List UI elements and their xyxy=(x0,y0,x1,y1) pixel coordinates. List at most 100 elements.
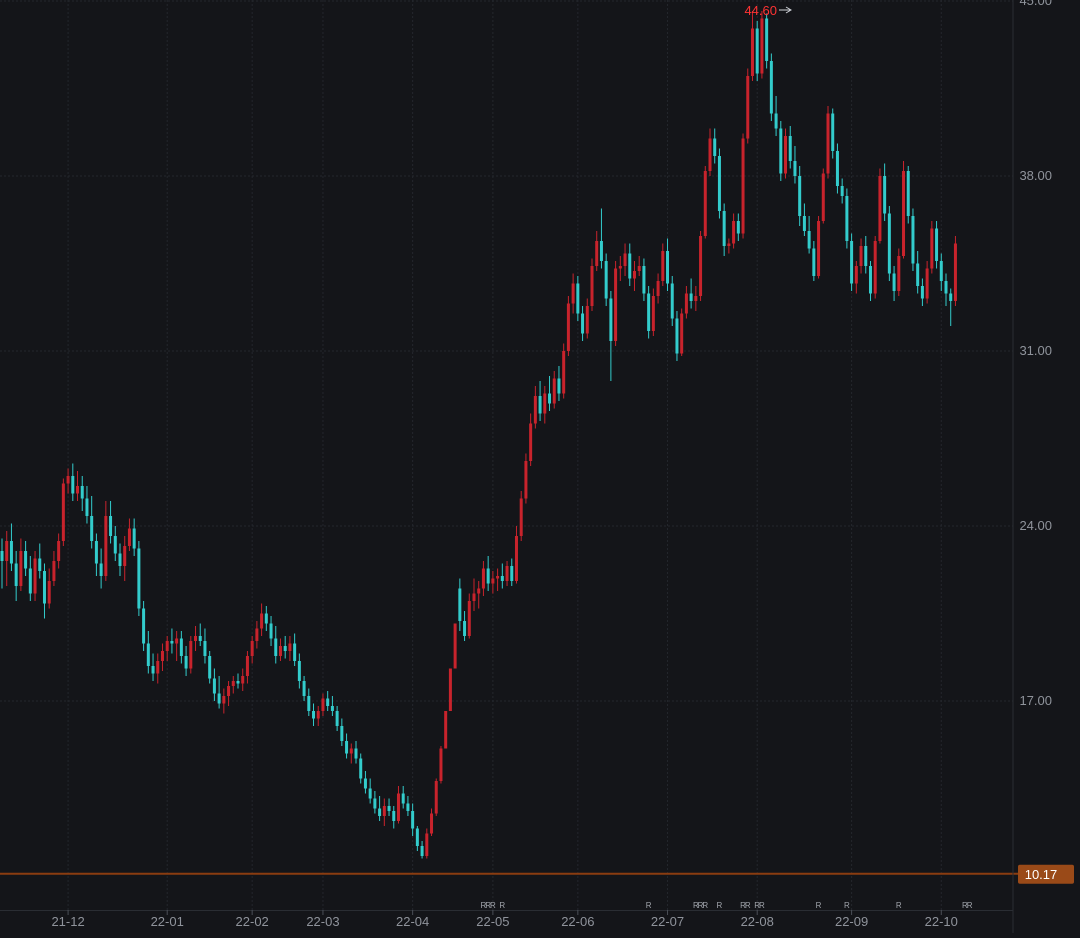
candle-body xyxy=(718,156,721,211)
candle-body xyxy=(317,711,320,719)
candle-body xyxy=(62,484,65,542)
candle-body xyxy=(694,296,697,301)
event-marker: R xyxy=(844,901,850,910)
candle xyxy=(647,286,650,339)
candle-body xyxy=(293,644,296,662)
candle-body xyxy=(142,609,145,644)
candle-body xyxy=(270,624,273,639)
candle-body xyxy=(340,726,343,741)
candle-body xyxy=(260,614,263,629)
candle-body xyxy=(378,809,381,817)
candle-body xyxy=(81,486,84,499)
y-tick-label: 24.00 xyxy=(1019,518,1052,533)
candle-body xyxy=(425,834,428,857)
candle-body xyxy=(100,564,103,577)
candle-body xyxy=(784,136,787,174)
candle-body xyxy=(661,251,664,281)
candle-body xyxy=(945,281,948,294)
candle xyxy=(827,106,830,179)
candle-body xyxy=(359,759,362,779)
candle xyxy=(62,479,65,547)
candle xyxy=(770,54,773,122)
candle-body xyxy=(444,711,447,749)
candle-body xyxy=(123,546,126,566)
candle-body xyxy=(199,636,202,641)
candle-body xyxy=(194,636,197,641)
candle-body xyxy=(1,551,4,561)
candle-body xyxy=(864,246,867,266)
event-marker: R xyxy=(702,901,708,910)
candle-body xyxy=(756,29,759,74)
candle-body xyxy=(548,394,551,404)
event-marker: R xyxy=(745,901,751,910)
candle-body xyxy=(355,749,358,759)
candle xyxy=(142,601,145,651)
candle xyxy=(675,311,678,361)
candle-body xyxy=(189,641,192,669)
candle xyxy=(137,541,140,616)
x-tick-label: 22-10 xyxy=(925,914,958,929)
candle-body xyxy=(680,314,683,354)
candle-body xyxy=(90,516,93,541)
candle-body xyxy=(690,294,693,302)
candle-body xyxy=(949,294,952,302)
candle-body xyxy=(203,641,206,656)
x-tick-label: 22-09 xyxy=(835,914,868,929)
candle-body xyxy=(383,806,386,816)
candle-body xyxy=(114,536,117,554)
candle xyxy=(779,121,782,181)
candle-body xyxy=(869,266,872,294)
candle-body xyxy=(803,216,806,231)
candle-body xyxy=(874,241,877,294)
candle-body xyxy=(897,256,900,291)
candle-body xyxy=(789,136,792,161)
candle-body xyxy=(878,176,881,241)
candle-body xyxy=(10,541,13,564)
candle-body xyxy=(553,379,556,404)
candle-body xyxy=(709,139,712,172)
y-tick-label: 17.00 xyxy=(1019,693,1052,708)
candle-body xyxy=(279,646,282,656)
candle xyxy=(520,491,523,541)
candle-body xyxy=(572,284,575,304)
candle-body xyxy=(685,294,688,314)
candle-body xyxy=(321,699,324,712)
candle-body xyxy=(38,559,41,572)
candle-body xyxy=(921,286,924,299)
candle xyxy=(836,144,839,194)
candle xyxy=(756,21,759,81)
candle-body xyxy=(671,284,674,319)
candle-body xyxy=(760,19,763,74)
candle-body xyxy=(737,221,740,234)
candle-body xyxy=(369,789,372,799)
candle-body xyxy=(477,589,480,594)
candle-body xyxy=(213,679,216,694)
candle-body xyxy=(43,571,46,604)
candle-body xyxy=(501,576,504,581)
candle-body xyxy=(246,656,249,676)
candle-body xyxy=(34,559,37,594)
candle xyxy=(189,636,192,674)
candle-body xyxy=(496,576,499,579)
candle xyxy=(746,69,749,144)
candle-body xyxy=(487,569,490,584)
candle xyxy=(454,624,457,669)
candle-body xyxy=(137,549,140,609)
candle xyxy=(878,169,881,244)
candle-body xyxy=(633,271,636,279)
candle-body xyxy=(473,594,476,602)
candle-body xyxy=(808,231,811,249)
candle-body xyxy=(128,529,131,547)
candle-body xyxy=(624,254,627,267)
candle-body xyxy=(350,749,353,754)
event-marker: R xyxy=(717,901,723,910)
candle-body xyxy=(713,139,716,157)
candle xyxy=(562,344,565,399)
candle-body xyxy=(491,579,494,584)
candle-body xyxy=(543,394,546,414)
candle-body xyxy=(581,314,584,334)
candle-body xyxy=(57,541,60,561)
candle-body xyxy=(274,639,277,657)
